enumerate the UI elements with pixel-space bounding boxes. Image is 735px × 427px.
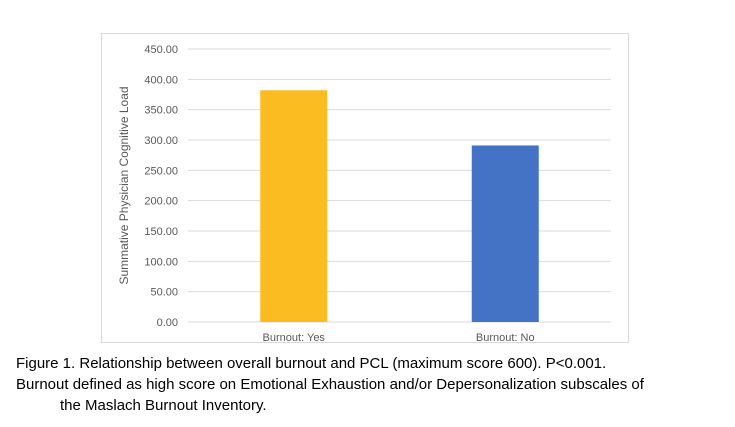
y-tick-label: 50.00 [150,287,178,299]
y-tick-label: 250.00 [144,165,178,177]
figure-caption: Figure 1. Relationship between overall b… [16,353,721,416]
caption-line-2: Burnout defined as high score on Emotion… [16,376,644,393]
caption-line-1: Figure 1. Relationship between overall b… [16,355,607,372]
y-tick-label: 200.00 [144,196,178,208]
y-tick-label: 100.00 [144,256,178,268]
bar [260,90,328,323]
y-tick-label: 450.00 [144,44,178,56]
x-tick-label: Burnout: Yes [263,332,326,344]
bar-chart: 0.00 50.00 100.00 150.00 200.00 250.00 300.00 3… [117,44,611,344]
y-tick-label: 400.00 [144,74,178,86]
y-tick-label: 0.00 [157,317,178,329]
y-tick-label: 350.00 [144,105,178,117]
y-tick-label: 300.00 [144,135,178,147]
x-tick-label: Burnout: No [476,332,535,344]
y-tick-label: 150.00 [144,226,178,238]
y-axis-title: Summative Physician Cognitive Load [117,86,131,284]
bar [471,145,539,322]
caption-line-3: the Maslach Burnout Inventory. [60,397,267,414]
